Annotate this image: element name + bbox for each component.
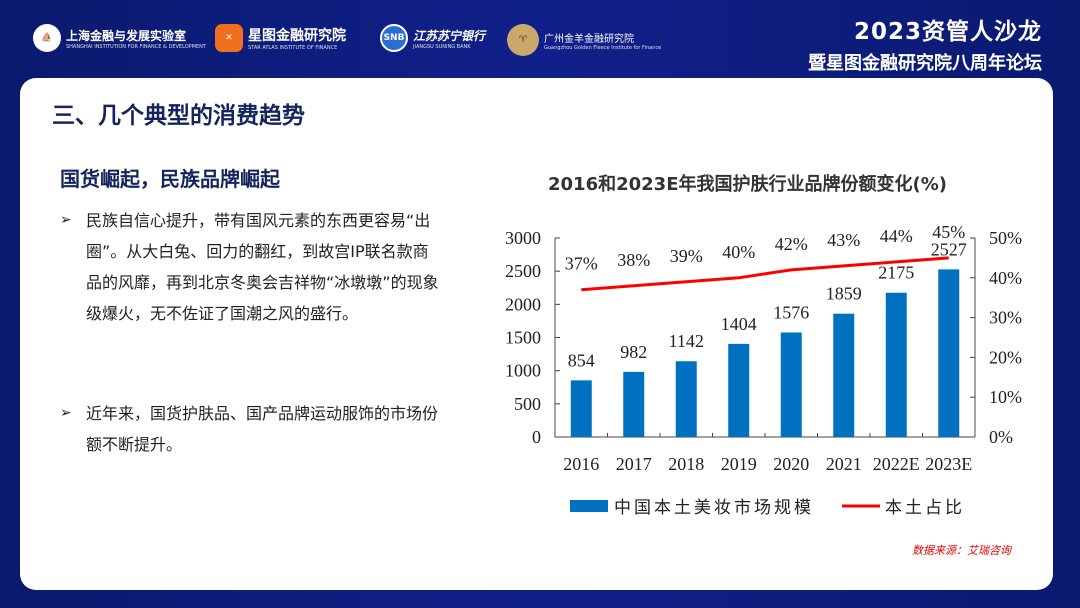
chart-title: 2016和2023E年我国护肤行业品牌份额变化(%) (548, 174, 947, 195)
event-title-line1: 2023资管人沙龙 (853, 19, 1042, 45)
x-tick-label: 2020 (773, 454, 809, 474)
event-title-line2: 暨星图金融研究院八周年论坛 (808, 53, 1042, 74)
logo-suning-bank: SNB 江苏苏宁银行 JIANGSU SUNING BANK (380, 24, 485, 52)
x-tick-label: 2016 (563, 454, 599, 474)
right-tick-label: 20% (989, 347, 1022, 367)
logo-name: 江苏苏宁银行 (413, 28, 486, 43)
arrow-bullet-icon: ➢ (60, 405, 72, 421)
snb-icon: SNB (380, 24, 408, 52)
line-series (581, 256, 949, 292)
bar (675, 361, 697, 437)
bullet-item: ➢ 民族自信心提升，带有国风元素的东西更容易“出圈”。从大白兔、回力的翻红，到故宫… (60, 205, 440, 329)
x-tick-label: 2019 (721, 454, 757, 474)
line-value-label: 38% (617, 250, 650, 270)
ram-seal-icon: ♈ (507, 24, 539, 56)
left-tick-label: 2000 (505, 294, 541, 314)
bar (885, 292, 907, 437)
bar-value-label: 1576 (773, 302, 809, 322)
right-tick-label: 0% (989, 427, 1013, 447)
bar-value-label: 2527 (931, 239, 967, 259)
line-value-label: 37% (565, 254, 598, 274)
logo-sub: JIANGSU SUNING BANK (413, 43, 471, 50)
logo-star-atlas: ✕ 星图金融研究院 STAR ATLAS INSTITUTE OF FINANCE (215, 24, 346, 52)
logo-name: 上海金融与发展实验室 (66, 28, 187, 43)
subtitle: 国货崛起，民族品牌崛起 (60, 167, 280, 191)
star-atlas-icon: ✕ (215, 24, 243, 52)
left-tick-label: 2500 (505, 261, 541, 281)
bar (728, 343, 750, 437)
content-card (20, 78, 1053, 590)
x-tick-label: 2018 (668, 454, 704, 474)
logo-name: 广州金羊金融研究院 (544, 33, 634, 45)
sailboat-icon: ⛵ (33, 24, 61, 52)
logo-golden-fleece: ♈ 广州金羊金融研究院 Guangzhou Golden Fleece Insti… (507, 24, 661, 56)
line-value-label: 44% (880, 226, 913, 246)
left-tick-label: 500 (514, 394, 541, 414)
line-value-label: 43% (827, 230, 860, 250)
arrow-bullet-icon: ➢ (60, 212, 72, 228)
bar (570, 380, 592, 437)
right-tick-label: 10% (989, 387, 1022, 407)
bullet-text: 近年来，国货护肤品、国产品牌运动服饰的市场份额不断提升。 (86, 404, 439, 454)
right-tick-label: 50% (989, 228, 1022, 248)
logo-shanghai-finance-lab: ⛵ 上海金融与发展实验室 SHANGHAI INSTITUTION FOR FIN… (33, 24, 206, 52)
bar (938, 269, 960, 437)
left-tick-label: 1000 (505, 361, 541, 381)
logo-sub: STAR ATLAS INSTITUTE OF FINANCE (248, 45, 338, 51)
right-tick-label: 40% (989, 268, 1022, 288)
bar-value-label: 854 (568, 350, 595, 370)
bar (833, 313, 855, 437)
logo-sub: SHANGHAI INSTITUTION FOR FINANCE & DEVEL… (66, 43, 206, 50)
legend-line-label: 本土占比 (885, 498, 965, 518)
line-value-label: 42% (775, 234, 808, 254)
left-tick-label: 3000 (505, 228, 541, 248)
logo-name: 星图金融研究院 (248, 28, 346, 44)
bar-value-label: 1859 (826, 284, 862, 304)
section-title: 三、几个典型的消费趋势 (52, 103, 305, 129)
left-tick-label: 0 (532, 427, 541, 447)
legend-bar-label: 中国本土美妆市场规模 (614, 498, 814, 518)
x-tick-label: 2021 (826, 454, 862, 474)
legend-bar-swatch (570, 500, 608, 512)
bar (780, 332, 802, 437)
x-tick-label: 2017 (616, 454, 652, 474)
bullet-item: ➢ 近年来，国货护肤品、国产品牌运动服饰的市场份额不断提升。 (60, 398, 440, 460)
header: ⛵ 上海金融与发展实验室 SHANGHAI INSTITUTION FOR FIN… (0, 0, 1080, 78)
line-value-label: 39% (670, 246, 703, 266)
line-value-label: 40% (722, 242, 755, 262)
bar-value-label: 982 (620, 342, 647, 362)
x-tick-label: 2022E (873, 454, 920, 474)
bullet-text: 民族自信心提升，带有国风元素的东西更容易“出圈”。从大白兔、回力的翻红，到故宫I… (86, 211, 439, 323)
line-value-label: 45% (932, 222, 965, 242)
x-tick-label: 2023E (925, 454, 972, 474)
bar-value-label: 2175 (878, 263, 914, 283)
bar (623, 371, 645, 437)
logo-sub: Guangzhou Golden Fleece Institute for Fi… (544, 44, 662, 51)
right-tick-label: 30% (989, 308, 1022, 328)
left-tick-label: 1500 (505, 328, 541, 348)
event-title: 2023资管人沙龙 暨星图金融研究院八周年论坛 (808, 12, 1042, 75)
bar-value-label: 1142 (669, 331, 704, 351)
bar-value-label: 1404 (721, 314, 757, 334)
data-source: 数据来源：艾瑞咨询 (912, 544, 1011, 557)
